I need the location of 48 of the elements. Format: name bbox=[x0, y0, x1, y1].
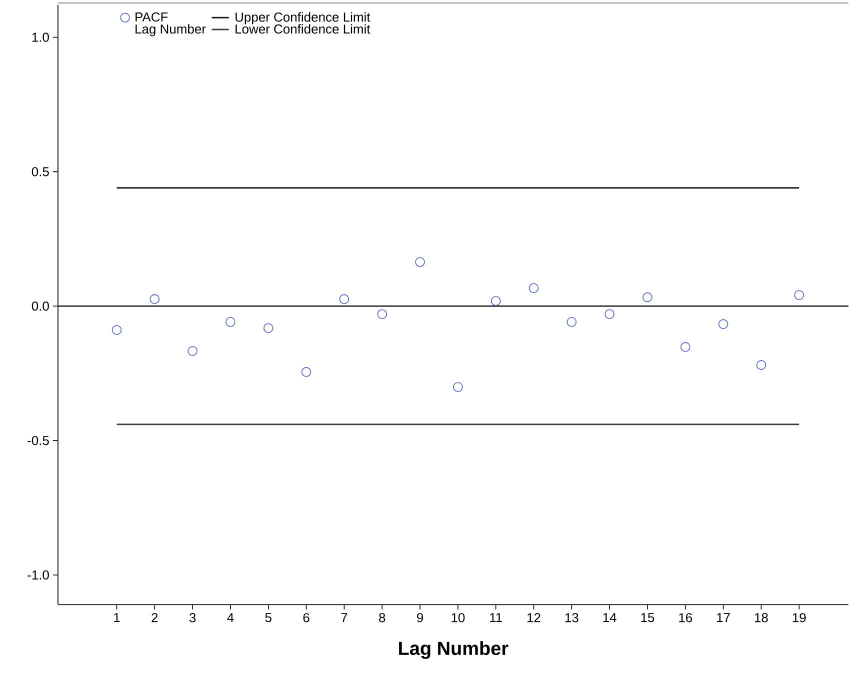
point bbox=[415, 257, 425, 268]
x-tick-label: 1 bbox=[114, 613, 120, 622]
point bbox=[566, 317, 577, 328]
x-tick-label: 8 bbox=[379, 613, 386, 623]
x-tick-label: 12 bbox=[528, 613, 540, 622]
point bbox=[680, 342, 690, 352]
x-tick-label: 4 bbox=[227, 613, 234, 622]
x-tick-label: 11 bbox=[490, 613, 502, 622]
x-tick-label: 15 bbox=[641, 613, 654, 622]
x-tick-label: 10 bbox=[452, 613, 465, 623]
point bbox=[490, 296, 501, 306]
annotation: Lag Number bbox=[136, 24, 206, 36]
legend-label: PACF bbox=[136, 12, 168, 22]
legend-label: Upper Confidence Limit bbox=[236, 12, 370, 25]
point bbox=[604, 309, 615, 320]
y-tick-label: 0.5 bbox=[32, 167, 49, 177]
point bbox=[718, 319, 728, 330]
y-tick-label: -0.5 bbox=[28, 436, 49, 446]
x-tick-label: 18 bbox=[754, 613, 768, 623]
y-tick-label: 0.0 bbox=[32, 302, 49, 311]
point bbox=[642, 292, 652, 302]
legend-label: Lower Confidence Limit bbox=[236, 24, 370, 34]
point bbox=[301, 367, 312, 378]
x-tick-label: 5 bbox=[265, 613, 272, 622]
y-tick-label: -1.0 bbox=[28, 570, 49, 580]
x-tick-label: 7 bbox=[341, 613, 348, 622]
point bbox=[150, 294, 160, 304]
point bbox=[263, 323, 274, 334]
x-tick-label: 14 bbox=[603, 613, 616, 622]
x-axis-title: Lag Number bbox=[399, 641, 508, 660]
point bbox=[339, 294, 350, 304]
point bbox=[756, 360, 766, 370]
point bbox=[452, 382, 463, 392]
x-tick-label: 2 bbox=[152, 613, 158, 622]
x-tick-label: 16 bbox=[679, 613, 692, 623]
point bbox=[188, 346, 198, 356]
x-tick-label: 13 bbox=[565, 613, 578, 623]
point bbox=[528, 283, 539, 294]
x-tick-label: 3 bbox=[189, 613, 196, 623]
y-tick-label: 1.0 bbox=[32, 32, 49, 42]
x-tick-label: 17 bbox=[717, 613, 730, 622]
point bbox=[226, 317, 236, 328]
x-tick-label: 6 bbox=[303, 613, 310, 623]
x-tick-label: 19 bbox=[792, 613, 806, 623]
x-tick-label: 9 bbox=[417, 613, 424, 623]
point bbox=[112, 325, 122, 336]
point bbox=[794, 290, 804, 300]
point bbox=[377, 309, 388, 320]
